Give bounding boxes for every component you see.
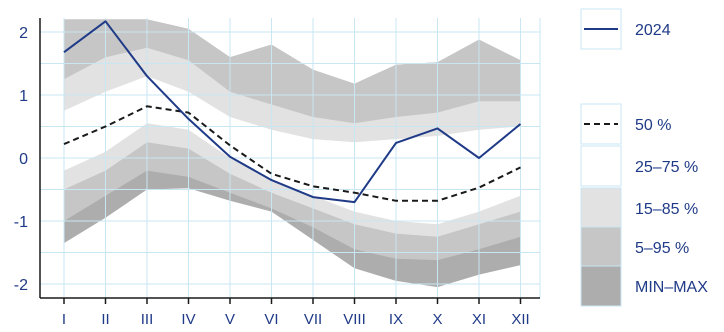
series-lines: [63, 20, 522, 204]
series-line-median: [63, 105, 521, 202]
band-p25_75: [64, 76, 521, 225]
x-tick-label: V: [225, 311, 235, 327]
x-tick-label: VIII: [343, 311, 366, 327]
legend-label-p25-75: 25–75 %: [635, 159, 698, 176]
x-tick-label: XI: [472, 311, 486, 327]
legend-swatch-p25-75: [580, 145, 622, 187]
x-tick-label: IV: [181, 311, 195, 327]
x-tick-label: VI: [264, 311, 278, 327]
x-tick-label: III: [141, 311, 154, 327]
legend-swatch-p5-95: [580, 226, 622, 268]
percentile-bands: [64, 19, 521, 288]
x-tick-label: I: [62, 311, 66, 327]
y-tick-label: -1: [14, 214, 28, 231]
series-line-line2024: [63, 20, 522, 204]
gridlines: [40, 18, 541, 298]
legend-label-p5-95: 5–95 %: [635, 240, 689, 257]
y-tick-label: -2: [14, 277, 28, 294]
x-tick-label: X: [432, 311, 442, 327]
x-tick-label: II: [101, 311, 109, 327]
legend-label-p15-85: 15–85 %: [635, 201, 698, 218]
legend: 2024 50 % 25–75 % 15–85 % 5–95 % MIN–MAX: [580, 8, 708, 307]
x-tick-label: IX: [389, 311, 403, 327]
x-tick-label: XII: [511, 311, 529, 327]
legend-label-median: 50 %: [635, 117, 671, 134]
legend-swatch-p15-85: [580, 187, 622, 229]
legend-label-2024: 2024: [635, 22, 671, 39]
x-tick-label: VII: [304, 311, 322, 327]
legend-label-minmax: MIN–MAX: [635, 279, 708, 296]
legend-swatch-minmax: [580, 265, 622, 307]
y-tick-label: 2: [19, 25, 28, 42]
axes: 210-1-2I II III IV V VI VII VIII IX X XI XII: [14, 18, 540, 328]
y-tick-label: 1: [19, 88, 28, 105]
y-tick-label: 0: [19, 151, 28, 168]
